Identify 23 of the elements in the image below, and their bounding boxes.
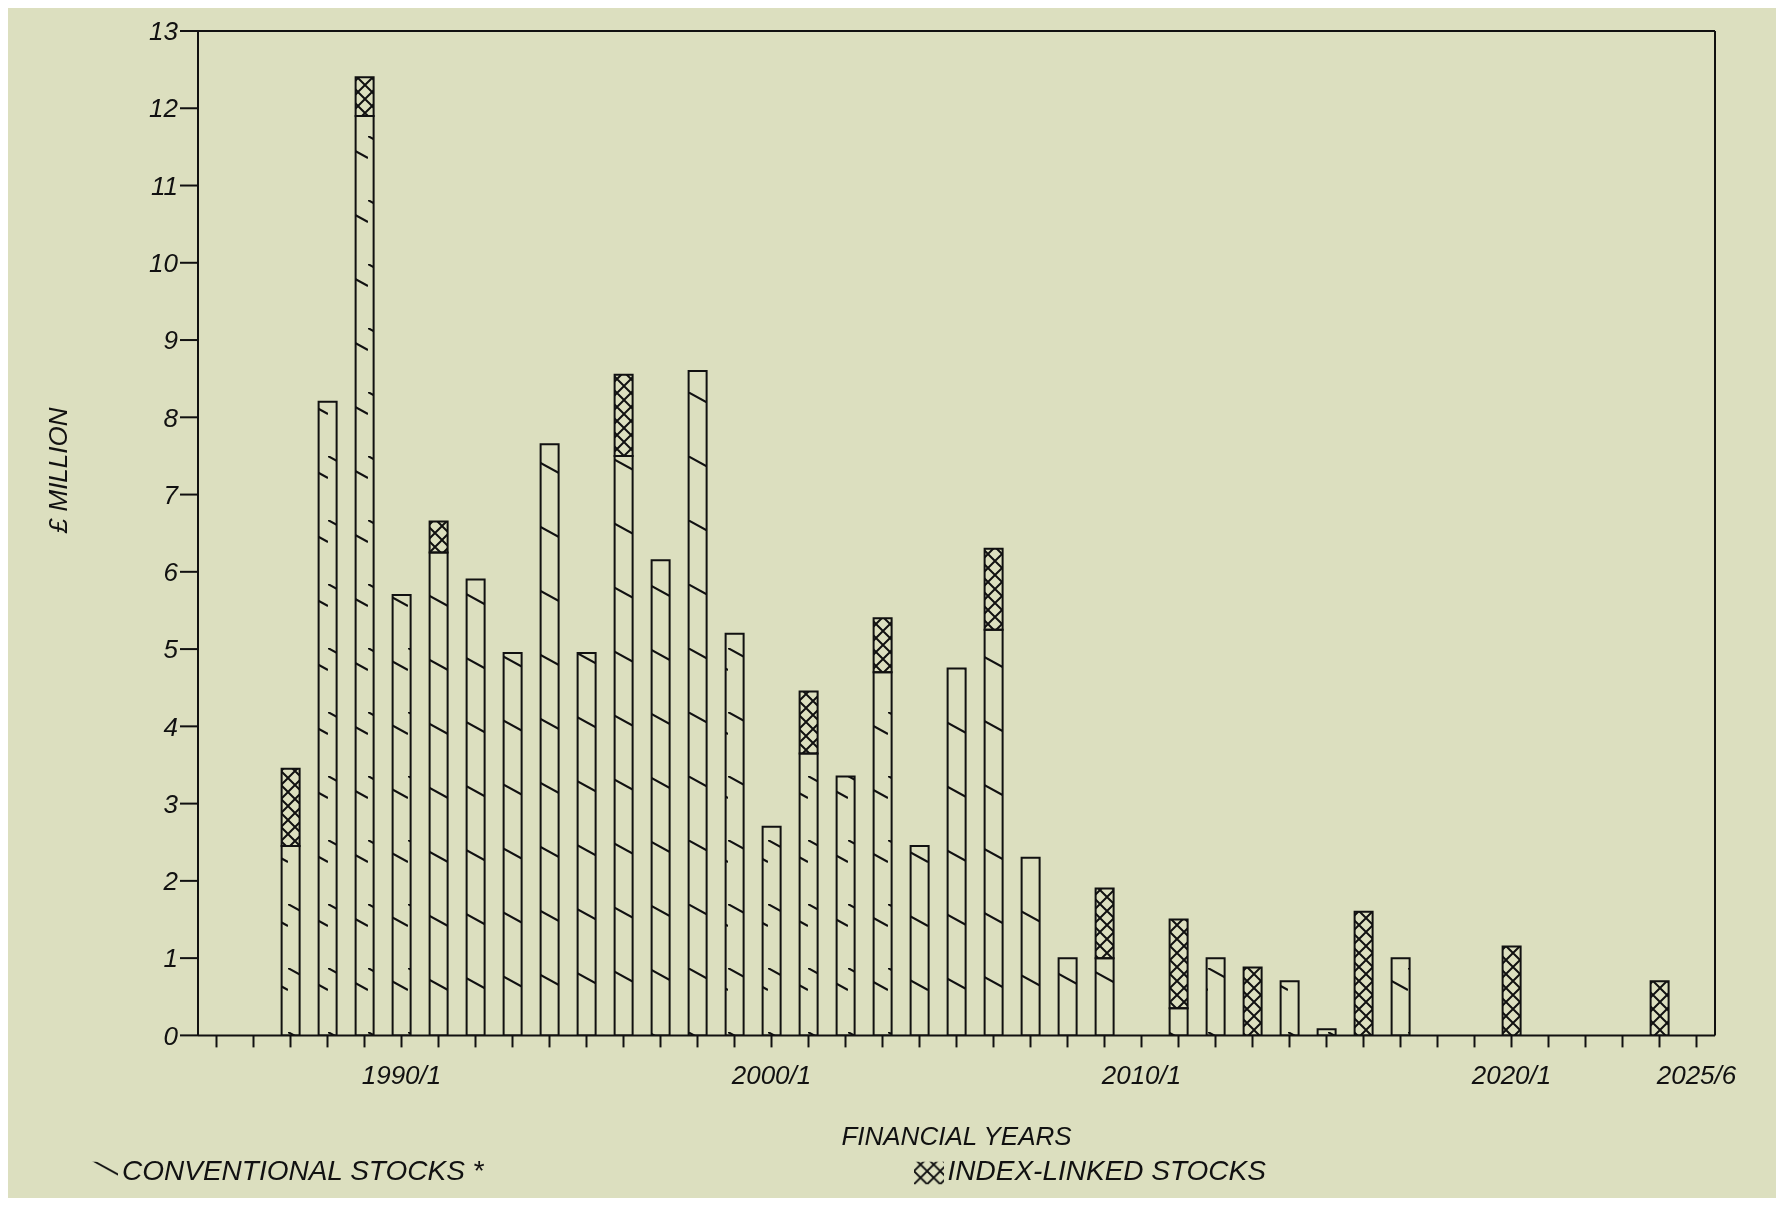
y-tick-label: 12: [149, 93, 179, 124]
x-tick-label: 2000/1: [730, 1059, 812, 1090]
y-tick-label: 4: [163, 711, 178, 742]
y-axis-title: £ MILLION: [43, 407, 74, 535]
y-tick-label: 9: [163, 325, 178, 356]
x-tick-label: 2010/1: [1100, 1059, 1182, 1090]
y-tick-label: 0: [163, 1020, 179, 1051]
x-tick-label: 2020/1: [1470, 1059, 1552, 1090]
y-tick-label: 11: [151, 170, 178, 201]
y-tick-label: 5: [163, 634, 179, 665]
y-tick-label: 10: [149, 248, 179, 279]
legend-label: INDEX-LINKED STOCKS: [947, 1155, 1266, 1187]
y-tick-label: 2: [162, 866, 179, 897]
legend-label: CONVENTIONAL STOCKS *: [122, 1155, 484, 1187]
y-tick-label: 3: [163, 788, 179, 819]
x-tick-label: 2025/6: [1655, 1059, 1737, 1090]
y-tick-label: 1: [163, 943, 178, 974]
y-tick-label: 8: [163, 402, 179, 433]
x-axis-title: FINANCIAL YEARS: [841, 1121, 1073, 1152]
y-tick-label: 6: [163, 557, 179, 588]
y-tick-label: 13: [149, 16, 179, 47]
x-tick-label: 1990/1: [361, 1059, 442, 1090]
y-tick-label: 7: [163, 479, 180, 510]
